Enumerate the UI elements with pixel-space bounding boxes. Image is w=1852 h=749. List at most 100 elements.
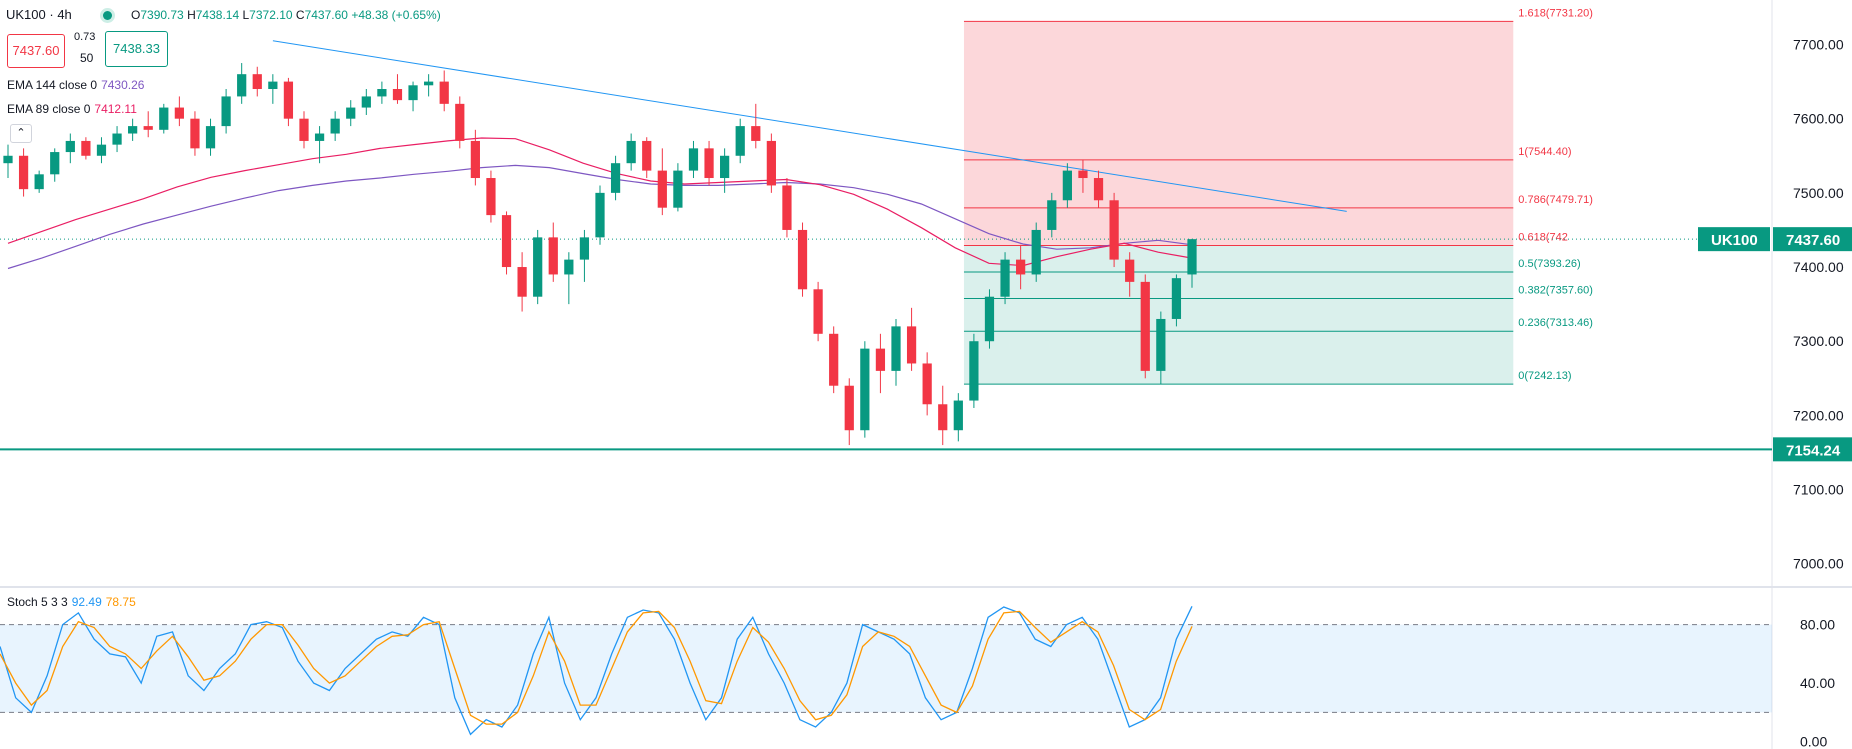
candle [361, 89, 371, 115]
candle-body [548, 237, 558, 275]
candle-body [50, 152, 60, 175]
candle [268, 74, 278, 104]
candle [1062, 163, 1072, 208]
fib-level-label: 0.618(742 [1518, 232, 1568, 244]
candle [626, 133, 636, 171]
candle-body [533, 237, 543, 297]
symbol-title[interactable]: UK100 · 4h [6, 7, 72, 22]
support-price-value: 7154.24 [1786, 442, 1841, 459]
candle-body [221, 96, 231, 127]
price-axis-tick: 7200.00 [1793, 407, 1844, 423]
candle-body [392, 89, 403, 101]
candle-body [314, 133, 325, 141]
candle-body [470, 140, 480, 179]
candle-body [564, 259, 574, 275]
ema144-legend[interactable]: EMA 144 close 0 7430.26 [7, 78, 145, 92]
candle [1125, 252, 1135, 297]
candle [860, 341, 870, 438]
candle [1016, 244, 1026, 290]
candle-body [782, 185, 792, 230]
candle-body [3, 155, 13, 164]
buy-button[interactable]: 7438.33 [105, 31, 168, 67]
candle [65, 133, 75, 164]
candle [657, 148, 667, 216]
candle [1000, 252, 1010, 305]
candle [938, 385, 948, 446]
candle [517, 252, 527, 312]
candle-body [610, 163, 621, 193]
fib-level-label: 0.5(7393.26) [1518, 258, 1580, 270]
price-axis-tick: 7300.00 [1793, 333, 1844, 349]
candle-body [439, 81, 449, 104]
candle-body [969, 341, 979, 401]
candle [891, 318, 901, 386]
candle-body [938, 404, 948, 431]
fib-loss-zone [963, 21, 1514, 246]
candle [299, 111, 309, 149]
collapse-legend-button[interactable]: ⌃ [10, 124, 32, 143]
candle-body [34, 174, 44, 190]
candle [1109, 192, 1119, 268]
candle-body [330, 118, 340, 134]
candle [610, 155, 621, 201]
stoch-legend[interactable]: Stoch 5 3 3 92.49 78.75 [7, 595, 136, 609]
price-axis-tick: 7400.00 [1793, 259, 1844, 275]
candle [688, 140, 699, 179]
fib-profit-zone [963, 245, 1514, 385]
candle [3, 144, 13, 179]
candle [112, 126, 122, 153]
candle [984, 289, 995, 349]
candle [844, 378, 854, 446]
close-value: 7437.60 [304, 8, 348, 22]
high-value: 7438.14 [195, 8, 240, 22]
quantity-value[interactable]: 50 [80, 51, 94, 65]
candle-body [143, 126, 153, 130]
candle-body [626, 140, 636, 164]
open-value: 7390.73 [140, 8, 184, 22]
candle [190, 111, 200, 156]
candle [330, 111, 340, 141]
candle-body [579, 237, 590, 260]
candle [252, 66, 262, 97]
sell-button[interactable]: 7437.60 [7, 34, 65, 68]
change-value: +48.38 (+0.65%) [351, 8, 441, 22]
candle-body [205, 126, 216, 149]
candle [1171, 274, 1182, 327]
candle-body [595, 192, 605, 238]
stoch-k-value: 92.49 [71, 595, 102, 609]
candle [548, 222, 558, 282]
candle-body [688, 148, 699, 171]
candle-body [96, 144, 107, 156]
candle [751, 103, 761, 149]
candle-body [891, 326, 901, 371]
candle [377, 81, 387, 104]
support-price-tag [1773, 437, 1852, 462]
candle [579, 229, 590, 282]
candle [455, 96, 465, 149]
candle-body [875, 348, 886, 371]
candle-body [766, 140, 776, 186]
candle [34, 170, 44, 193]
candle [1047, 192, 1057, 238]
candle-body [1156, 318, 1166, 371]
ema89-legend[interactable]: EMA 89 close 0 7412.11 [7, 102, 137, 116]
candle [953, 393, 963, 442]
candle-body [190, 118, 200, 149]
candle-body [922, 363, 932, 405]
stoch-axis-tick: 0.00 [1800, 734, 1827, 749]
candle-body [81, 140, 91, 156]
candle [735, 118, 745, 164]
candle-body [813, 289, 823, 334]
candle [1093, 170, 1104, 208]
candle-body [844, 385, 854, 431]
fib-level-label: 0.382(7357.60) [1518, 284, 1593, 296]
stoch-d-value: 78.75 [105, 595, 136, 609]
candle-body [346, 107, 356, 119]
candle [766, 133, 776, 193]
candle-body [377, 89, 387, 97]
candle-body [486, 178, 496, 216]
candle-body [283, 81, 294, 119]
candle-body [1140, 281, 1150, 371]
fib-level-label: 1.618(7731.20) [1518, 7, 1593, 19]
